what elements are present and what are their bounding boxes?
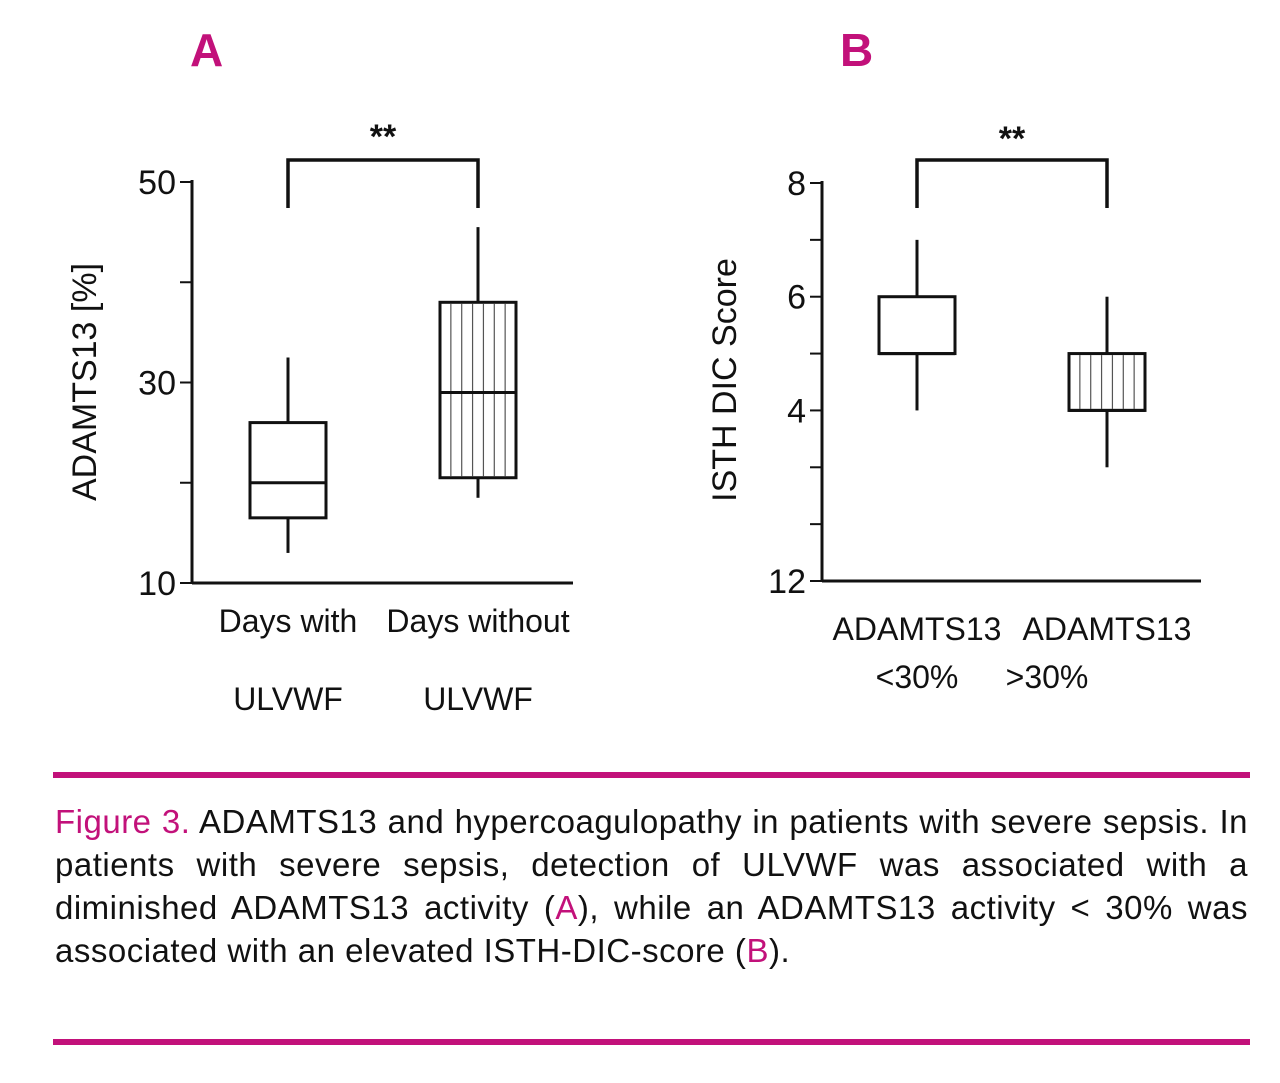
y-tick-label: 8 <box>787 165 806 203</box>
category-label-line2: ULVWF <box>233 681 343 717</box>
box-body <box>438 300 518 480</box>
significance-marker: ** <box>999 120 1026 158</box>
caption-ref-b: B <box>746 932 769 969</box>
caption-figure-label: Figure 3. <box>55 803 191 840</box>
box-body <box>248 421 328 520</box>
y-tick-label: 30 <box>138 365 176 403</box>
y-tick-label: 50 <box>138 164 176 202</box>
y-tick-label: 4 <box>787 392 806 430</box>
category-label-line2: ULVWF <box>423 681 533 717</box>
y-axis-title: ISTH DIC Score <box>706 258 744 502</box>
caption-bottom-rule <box>53 1039 1250 1045</box>
significance-marker: ** <box>370 118 397 156</box>
panel-b-letter: B <box>840 24 873 76</box>
caption-text-3: ). <box>768 932 791 969</box>
y-tick-label: 6 <box>787 279 806 317</box>
box-body <box>877 295 957 356</box>
category-label-line1: Days with <box>219 603 358 639</box>
panel-b: B 12 4 6 8 ISTH DIC Score ADAMTS13 <30% ADAMTS1… <box>706 24 1201 695</box>
panel-a-letter: A <box>190 24 223 76</box>
significance-bracket <box>915 158 1109 208</box>
significance-bracket <box>286 158 480 208</box>
caption-ref-a: A <box>555 889 578 926</box>
caption-text-1: ADAMTS13 and hypercoagulopathy in patien… <box>55 803 1248 926</box>
y-tick-label: 12 <box>768 563 806 601</box>
box-body <box>1067 352 1147 412</box>
caption-top-rule <box>53 772 1250 778</box>
y-axis-title: ADAMTS13 [%] <box>66 263 104 501</box>
caption-text-2: ), while an ADAMTS13 activity < 30% was … <box>55 889 1248 969</box>
figure: A 10 30 50 ADAMTS13 [%] Days with ULVWF Days w… <box>66 24 1201 717</box>
category-label-line1: Days without <box>386 603 569 639</box>
panel-a: A 10 30 50 ADAMTS13 [%] Days with ULVWF Days w… <box>66 24 573 717</box>
category-label-line2: >30% <box>1006 659 1089 695</box>
category-label-line1: ADAMTS13 <box>1023 611 1192 647</box>
category-label-line1: ADAMTS13 <box>833 611 1002 647</box>
figure-caption: Figure 3. ADAMTS13 and hypercoagulopathy… <box>55 800 1248 972</box>
category-label-line2: <30% <box>876 659 959 695</box>
y-tick-label: 10 <box>138 565 176 603</box>
